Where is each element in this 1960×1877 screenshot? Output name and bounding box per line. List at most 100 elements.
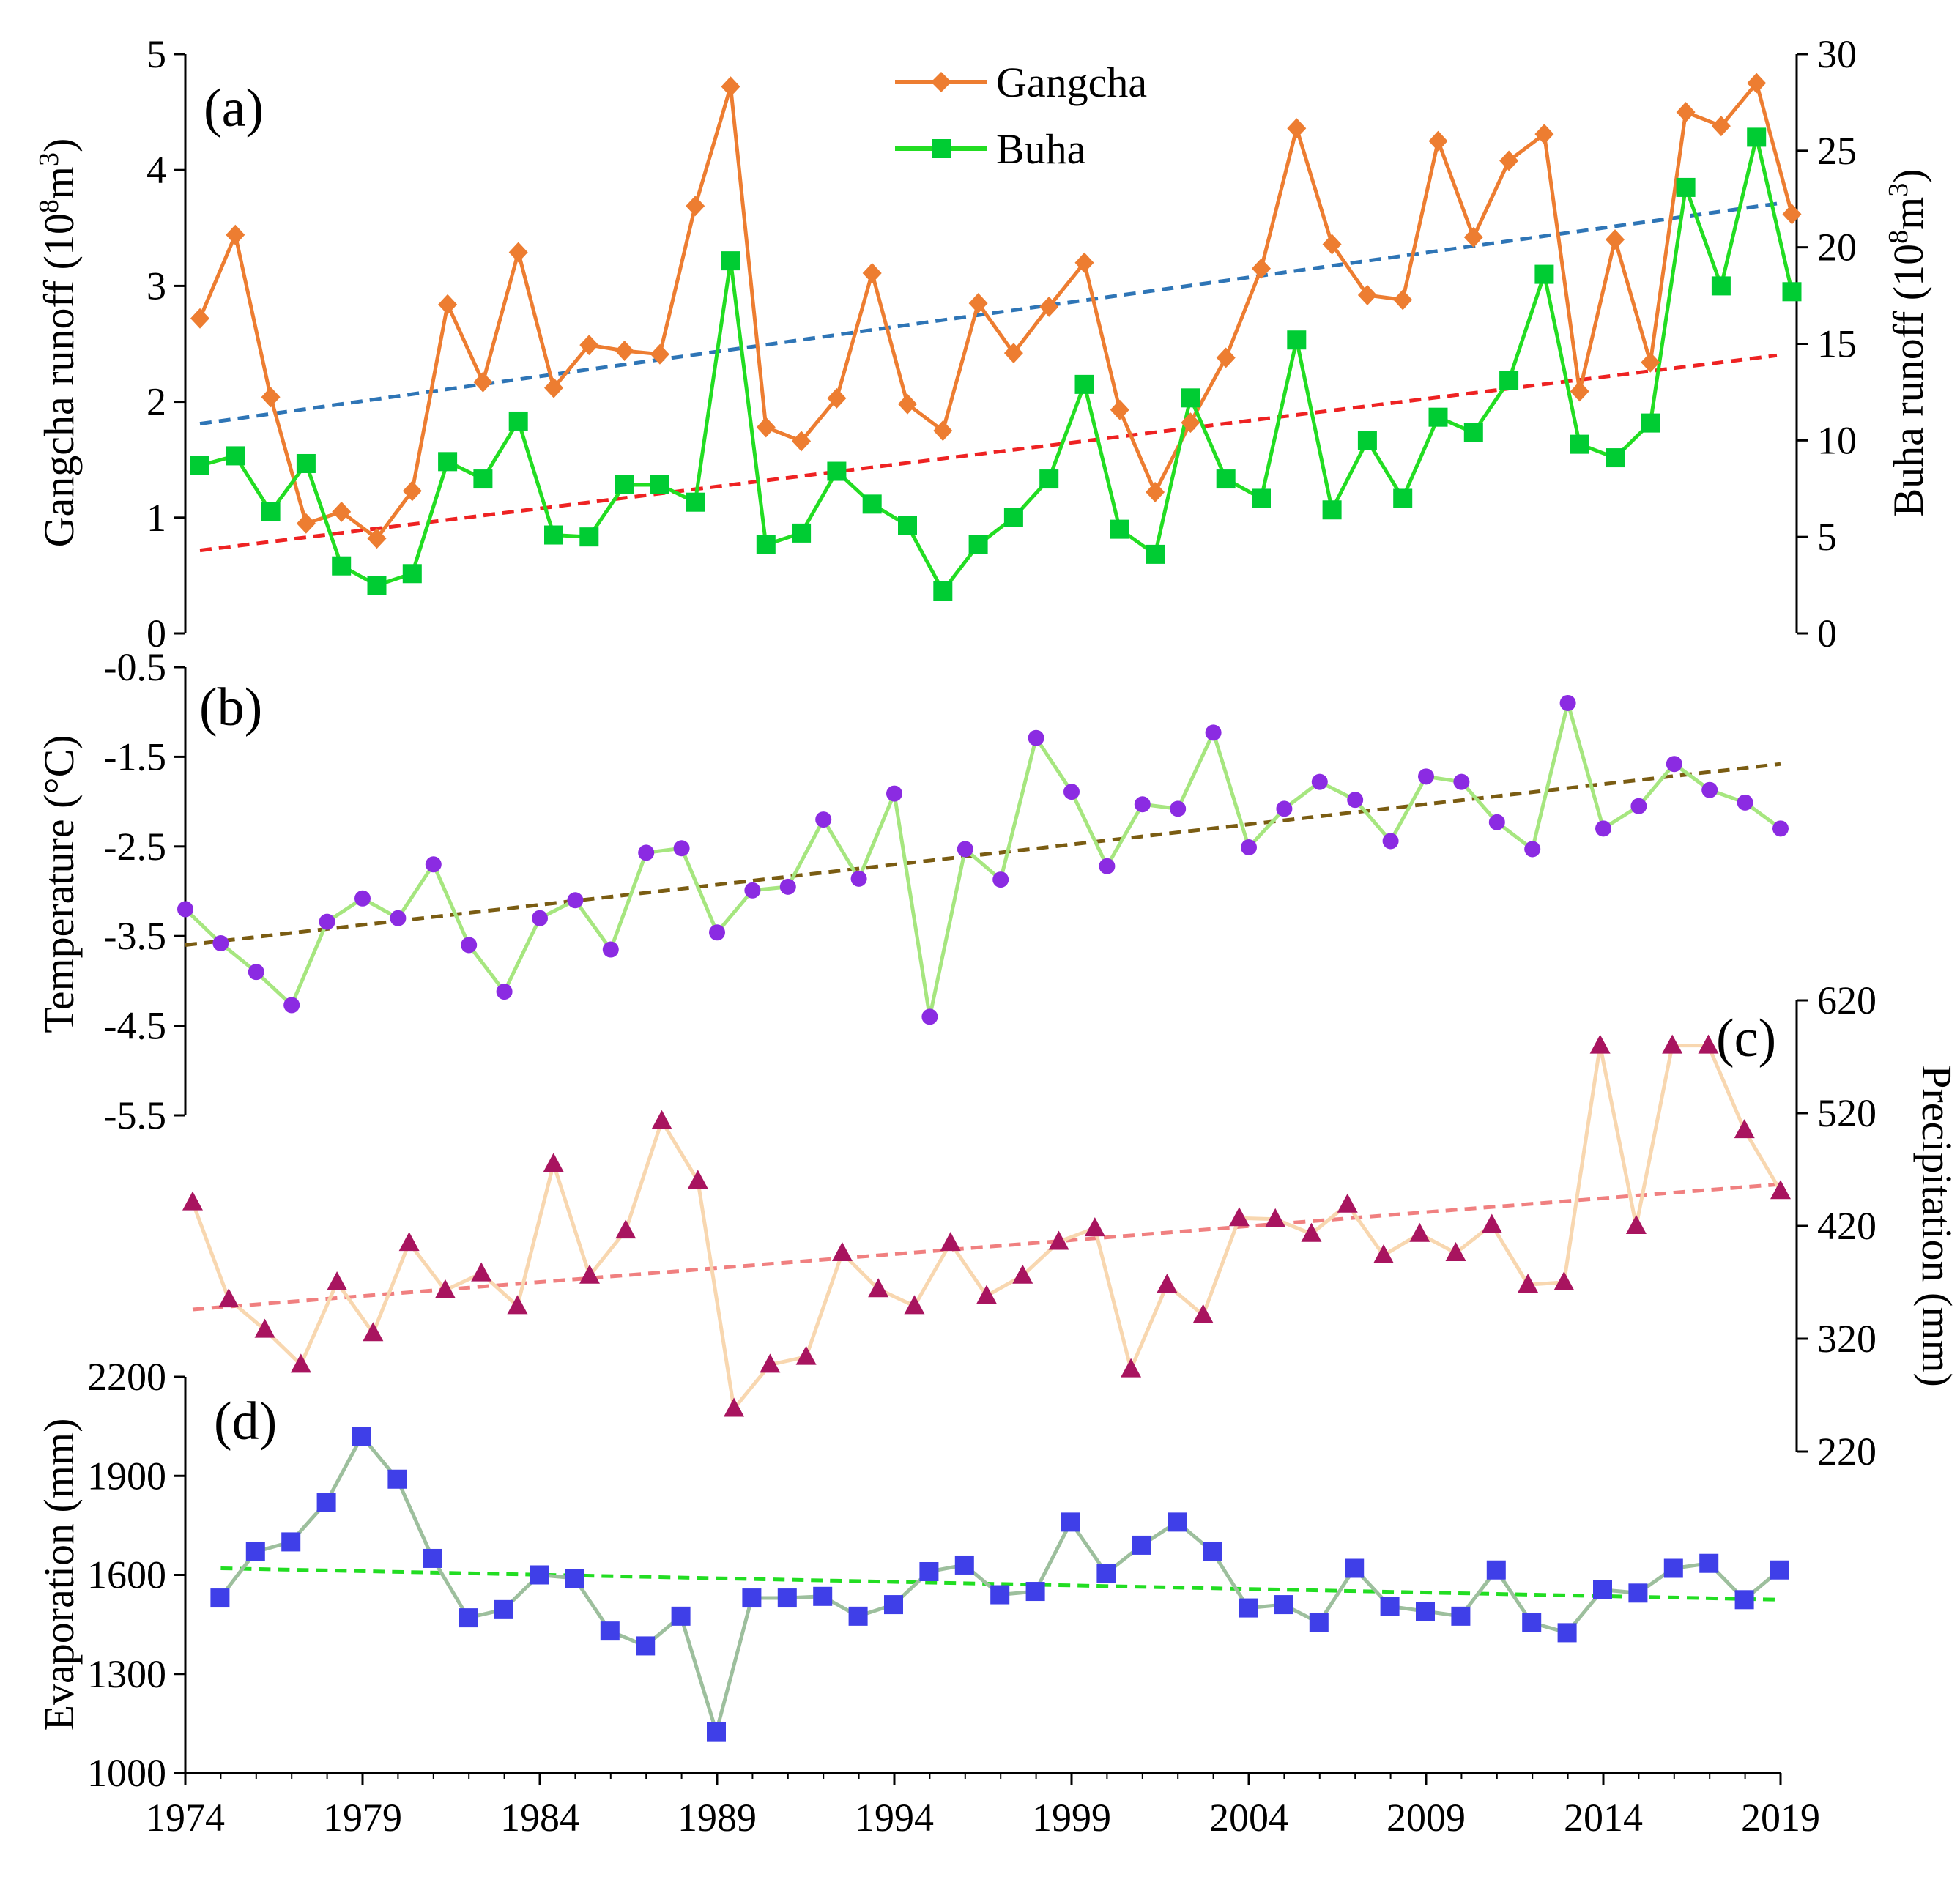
precipitation-point-6 [363, 1322, 384, 1342]
temperature-point-17 [744, 882, 761, 899]
temperature-point-12 [567, 892, 584, 909]
x-tick-label-1974: 1974 [146, 1796, 225, 1840]
temperature-point-31 [1241, 839, 1257, 856]
precipitation-point-3 [254, 1318, 275, 1338]
precipitation-point-37 [1481, 1213, 1502, 1233]
precipitation-point-24 [1012, 1264, 1033, 1284]
evaporation-point-7 [423, 1548, 442, 1568]
evaporation-point-4 [316, 1493, 336, 1512]
buha-point-18 [792, 523, 812, 543]
legend-gangcha-label: Gangcha [996, 59, 1147, 106]
buha-point-3 [261, 502, 281, 521]
buha-point-7 [402, 564, 422, 584]
trend-lines [185, 201, 1781, 1602]
evaporation-point-29 [1203, 1542, 1222, 1561]
temperature-trend-line [185, 762, 1781, 947]
evaporation-point-42 [1663, 1558, 1683, 1578]
buha-point-17 [756, 535, 776, 554]
evaporation-axis-title: Evaporation (mm) [35, 1419, 83, 1731]
buha-point-31 [1252, 488, 1271, 508]
gangcha-point-38 [1499, 150, 1519, 171]
temperature-y-tick-label--2.5: -2.5 [104, 825, 166, 869]
buha-point-40 [1570, 434, 1589, 454]
temperature-point-34 [1347, 792, 1364, 809]
precipitation-point-38 [1518, 1274, 1539, 1293]
gangcha-y-tick-label-4: 4 [146, 148, 166, 192]
gangcha-point-7 [402, 480, 422, 502]
evaporation-y-tick-label-1600: 1600 [87, 1553, 166, 1597]
precipitation-point-30 [1228, 1207, 1250, 1227]
temperature-point-11 [532, 910, 548, 926]
buha-y-tick-label-10: 10 [1817, 418, 1857, 462]
buha-y-tick-label-5: 5 [1817, 515, 1837, 559]
precipitation-point-45 [1770, 1180, 1791, 1200]
temperature-y-tick-label--3.5: -3.5 [104, 914, 166, 958]
precipitation-point-27 [1121, 1358, 1142, 1378]
precipitation-point-33 [1337, 1193, 1358, 1213]
x-tick-label-1979: 1979 [323, 1796, 402, 1840]
precipitation-point-29 [1192, 1304, 1214, 1323]
precipitation-point-26 [1084, 1217, 1105, 1237]
precipitation-point-40 [1589, 1034, 1611, 1054]
precipitation-point-8 [434, 1279, 456, 1298]
gangcha-point-11 [544, 377, 563, 398]
evaporation-point-44 [1734, 1590, 1754, 1610]
buha-point-16 [721, 251, 740, 271]
gangcha-point-2 [226, 224, 245, 245]
buha-point-32 [1287, 330, 1307, 350]
evaporation-point-35 [1416, 1602, 1435, 1621]
evaporation-point-28 [1168, 1512, 1187, 1532]
gangcha-point-17 [756, 417, 776, 438]
precipitation-point-9 [471, 1262, 492, 1282]
precipitation-y-tick-label-220: 220 [1817, 1430, 1877, 1473]
gangcha-point-9 [473, 371, 493, 393]
buha-point-9 [473, 469, 493, 489]
precipitation-point-4 [290, 1353, 311, 1373]
buha-point-19 [827, 461, 847, 481]
temperature-point-35 [1382, 833, 1399, 850]
gangcha-point-46 [1782, 204, 1802, 225]
temperature-point-43 [1666, 756, 1682, 773]
panel-label-a: (a) [204, 78, 264, 138]
evaporation-point-31 [1274, 1595, 1293, 1615]
temperature-point-32 [1276, 800, 1293, 817]
evaporation-point-39 [1557, 1623, 1577, 1643]
panel-label-b: (b) [199, 677, 262, 737]
gangcha-point-41 [1606, 229, 1625, 250]
evaporation-point-11 [565, 1569, 584, 1588]
temperature-point-45 [1737, 794, 1753, 811]
temperature-point-40 [1559, 694, 1576, 711]
precipitation-point-28 [1157, 1274, 1178, 1293]
temperature-y-tick-label--1.5: -1.5 [104, 735, 166, 778]
x-tick-label-1994: 1994 [855, 1796, 934, 1840]
buha-point-41 [1606, 448, 1625, 468]
x-tick-label-1989: 1989 [678, 1796, 757, 1840]
temperature-axis-title: Temperature (°C) [35, 735, 83, 1033]
temperature-point-23 [957, 841, 973, 858]
buha-point-14 [650, 475, 669, 494]
buha-point-29 [1181, 388, 1200, 408]
gangcha-point-44 [1711, 116, 1731, 137]
panel-label-c: (c) [1716, 1008, 1776, 1068]
buha-y-tick-label-0: 0 [1817, 612, 1837, 655]
buha-point-22 [933, 581, 953, 601]
temperature-line [184, 701, 1782, 1019]
evaporation-point-16 [742, 1588, 762, 1608]
evaporation-point-9 [494, 1599, 513, 1619]
temperature-y-tick-label--0.5: -0.5 [104, 645, 166, 689]
precipitation-y-tick-label-620: 620 [1817, 978, 1877, 1022]
temperature-point-6 [354, 890, 371, 907]
buha-point-24 [1003, 508, 1023, 527]
precipitation-point-25 [1048, 1230, 1069, 1250]
buha-point-27 [1110, 519, 1129, 539]
evaporation-point-43 [1699, 1553, 1719, 1573]
gangcha-point-14 [650, 343, 669, 365]
evaporation-point-17 [777, 1588, 797, 1608]
buha-point-20 [862, 494, 882, 514]
buha-point-1 [190, 456, 209, 475]
evaporation-point-24 [1025, 1582, 1045, 1602]
buha-point-26 [1074, 374, 1094, 394]
gangcha-point-10 [508, 242, 528, 263]
gangcha-point-8 [438, 294, 458, 315]
